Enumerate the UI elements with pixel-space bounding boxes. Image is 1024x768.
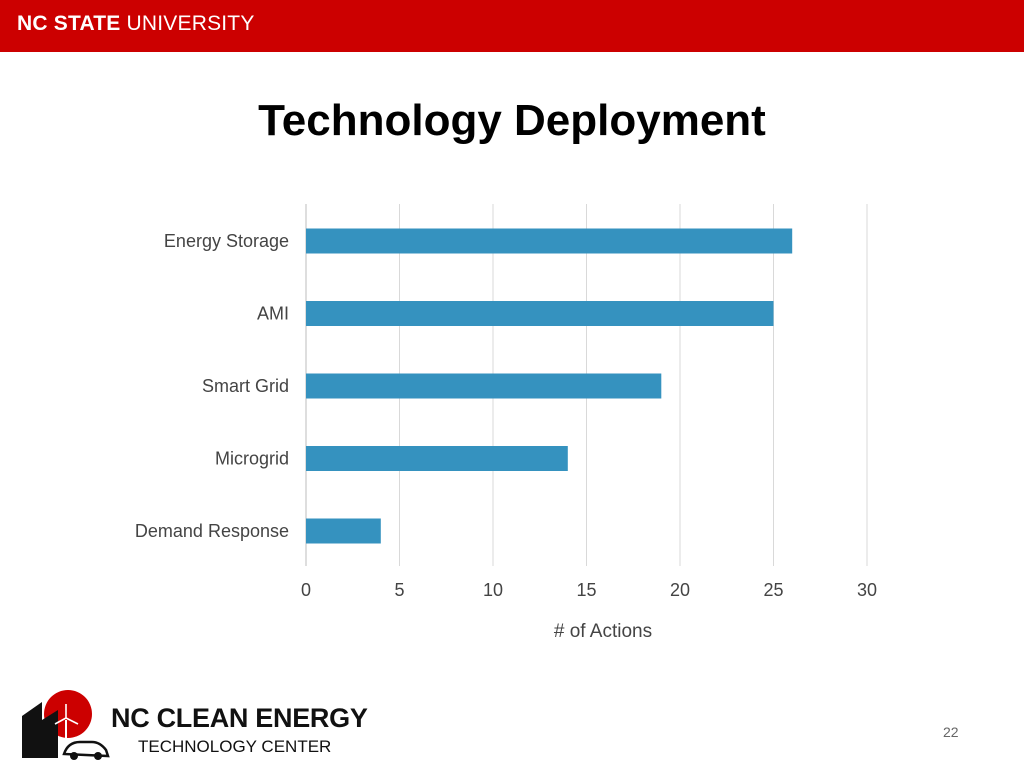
- category-labels: Energy Storage AMI Smart Grid Microgrid Dema…: [135, 231, 289, 541]
- x-tick-label: 10: [483, 580, 503, 600]
- category-label: Energy Storage: [164, 231, 289, 251]
- logo-subtitle: TECHNOLOGY CENTER: [138, 737, 332, 756]
- brand-rest: UNIVERSITY: [120, 12, 255, 35]
- category-label: AMI: [257, 304, 289, 324]
- category-label: Smart Grid: [202, 376, 289, 396]
- bars: [306, 228, 793, 544]
- logo-title: NC CLEAN ENERGY: [111, 703, 368, 733]
- x-tick-label: 30: [857, 580, 877, 600]
- brand-bold: NC STATE: [17, 12, 121, 35]
- bar-energy-storage[interactable]: [306, 228, 793, 254]
- header-bar: NC STATE UNIVERSITY: [0, 0, 1024, 52]
- x-tick-label: 0: [301, 580, 311, 600]
- x-tick-label: 15: [576, 580, 596, 600]
- university-brand[interactable]: NC STATE UNIVERSITY: [17, 12, 255, 36]
- x-tick-label: 25: [763, 580, 783, 600]
- category-label: Microgrid: [215, 449, 289, 469]
- bar-ami[interactable]: [306, 301, 774, 326]
- bar-demand-response[interactable]: [306, 518, 381, 544]
- x-tick-labels: 0 5 10 15 20 25 30: [301, 580, 877, 600]
- bar-smart-grid[interactable]: [306, 373, 662, 399]
- x-axis-label: # of Actions: [554, 621, 652, 642]
- clean-energy-logo-icon: [22, 690, 110, 760]
- x-tick-label: 5: [394, 580, 404, 600]
- category-label: Demand Response: [135, 521, 289, 541]
- slide-title: Technology Deployment: [258, 96, 766, 145]
- page-number: 22: [943, 724, 959, 740]
- bar-microgrid[interactable]: [306, 446, 568, 471]
- x-tick-label: 20: [670, 580, 690, 600]
